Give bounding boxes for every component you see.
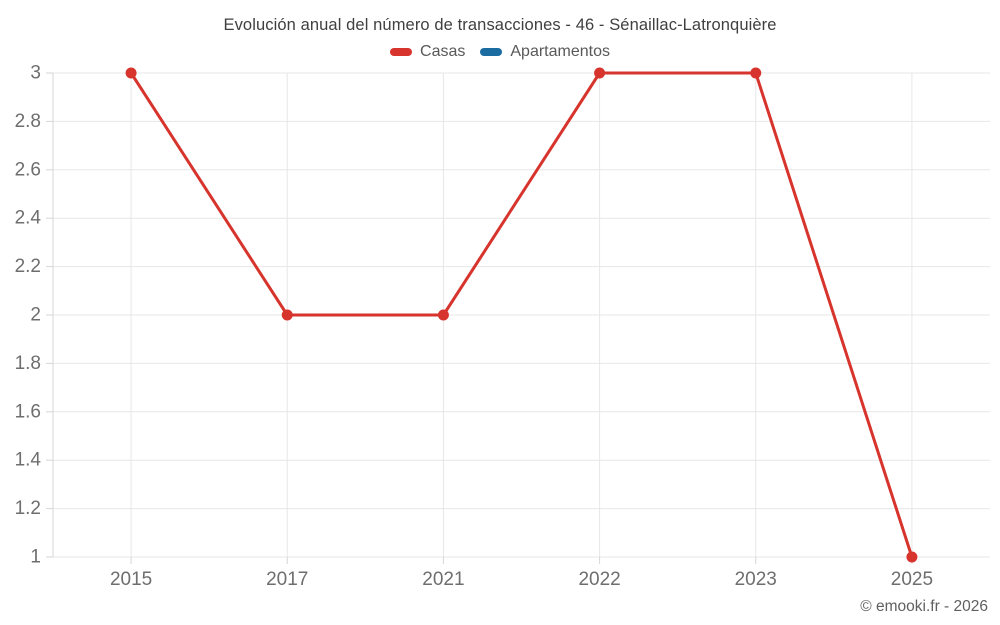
data-point-casas — [281, 309, 293, 321]
legend-label: Apartamentos — [510, 43, 610, 60]
x-tick-label: 2015 — [110, 569, 152, 590]
x-tick-label: 2021 — [422, 569, 464, 590]
x-tick-label: 2022 — [578, 569, 620, 590]
series-line-casas — [129, 71, 914, 558]
y-tick-label: 1.4 — [15, 450, 42, 471]
legend-item-apartamentos[interactable]: Apartamentos — [480, 43, 610, 61]
legend-label: Casas — [420, 43, 466, 60]
y-tick-label: 1.8 — [15, 353, 41, 374]
y-tick-label: 2.6 — [15, 159, 41, 180]
y-tick-label: 3 — [30, 63, 41, 84]
chart-title: Evolución anual del número de transaccio… — [223, 16, 777, 34]
data-point-casas — [906, 551, 918, 563]
y-tick-label: 1 — [30, 547, 41, 568]
y-tick-label: 1.6 — [15, 401, 41, 422]
y-tick-label: 2 — [30, 305, 41, 326]
x-tick-label: 2017 — [266, 569, 308, 590]
x-tick-label: 2025 — [891, 569, 933, 590]
legend-swatch-icon — [390, 48, 413, 56]
data-point-casas — [437, 309, 449, 321]
copyright-credit: © emooki.fr - 2026 — [860, 598, 988, 615]
y-tick-label: 2.8 — [15, 111, 41, 132]
y-tick-label: 1.2 — [15, 498, 41, 519]
data-point-casas — [750, 67, 762, 79]
data-point-casas — [594, 67, 606, 79]
legend-swatch-icon — [480, 48, 503, 56]
y-tick-label: 2.4 — [15, 208, 42, 229]
x-tick-label: 2023 — [735, 569, 777, 590]
legend-item-casas[interactable]: Casas — [390, 43, 465, 61]
data-point-casas — [125, 67, 137, 79]
legend: Casas Apartamentos — [0, 43, 1000, 61]
y-tick-label: 2.2 — [15, 256, 41, 277]
